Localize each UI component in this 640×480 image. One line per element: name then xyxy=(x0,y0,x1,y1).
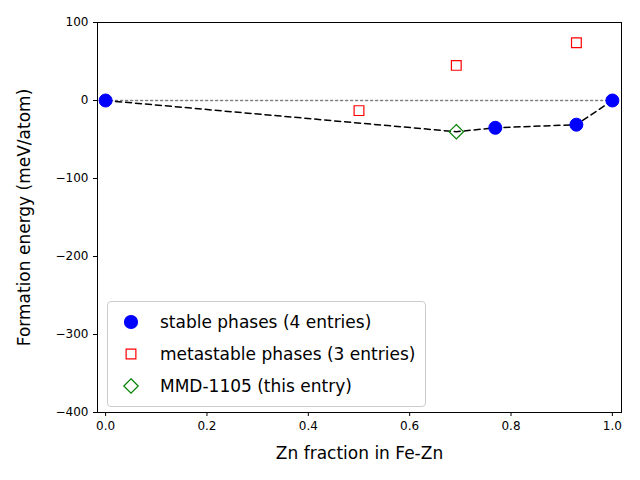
svg-text:−400: −400 xyxy=(56,405,89,419)
html-text:MMD-1105 (this entry): MMD-1105 (this entry) xyxy=(160,376,352,396)
svg-text:−200: −200 xyxy=(56,249,89,263)
html-text:stable phases (4 entries): stable phases (4 entries) xyxy=(160,312,372,332)
svg-text:0.4: 0.4 xyxy=(299,419,318,433)
svg-text:0.2: 0.2 xyxy=(197,419,216,433)
svg-text:0.0: 0.0 xyxy=(96,419,115,433)
svg-text:1.0: 1.0 xyxy=(603,419,622,433)
svg-text:Zn fraction in Fe-Zn: Zn fraction in Fe-Zn xyxy=(276,443,443,463)
svg-text:0.6: 0.6 xyxy=(400,419,419,433)
svg-text:0.8: 0.8 xyxy=(501,419,520,433)
html-text:metastable phases (3 entries): metastable phases (3 entries) xyxy=(160,344,416,364)
svg-text:−100: −100 xyxy=(56,171,89,185)
svg-text:Formation energy (meV/atom): Formation energy (meV/atom) xyxy=(14,89,34,347)
svg-text:0: 0 xyxy=(81,93,89,107)
svg-text:−300: −300 xyxy=(56,327,89,341)
svg-text:100: 100 xyxy=(66,15,89,29)
